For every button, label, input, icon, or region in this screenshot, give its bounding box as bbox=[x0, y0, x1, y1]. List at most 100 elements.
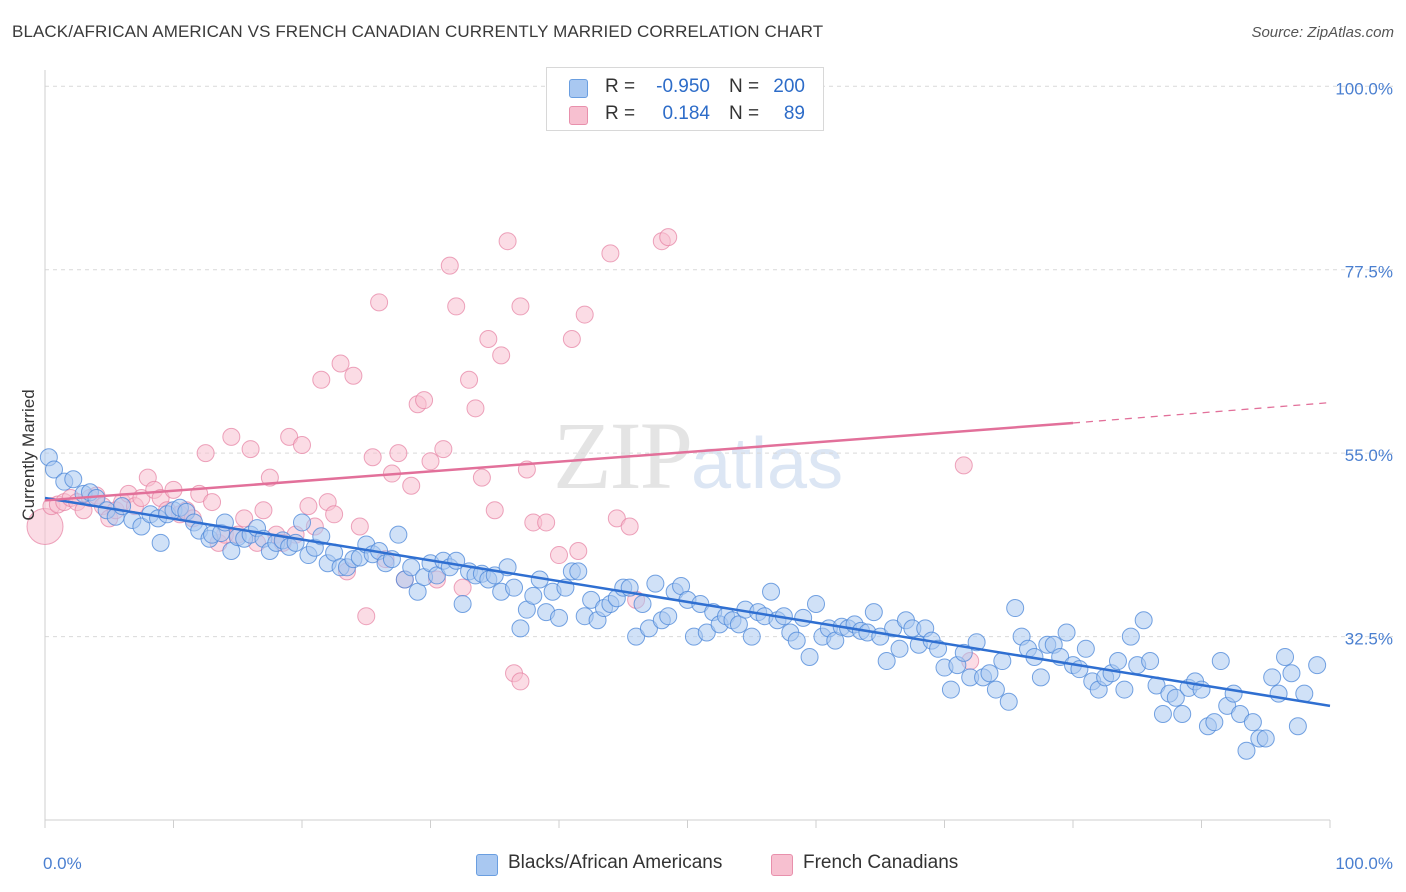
data-point bbox=[562, 330, 581, 349]
data-point bbox=[453, 594, 472, 613]
data-point bbox=[1263, 668, 1282, 687]
data-point bbox=[620, 517, 639, 536]
legend-swatch-pink bbox=[771, 854, 793, 876]
data-point bbox=[421, 452, 440, 471]
data-point bbox=[633, 594, 652, 613]
axis-labels: 32.5% 55.0% 77.5% 100.0% 0.0% 100.0% Currently… bbox=[19, 79, 1393, 873]
trend-lines bbox=[44, 401, 1331, 708]
data-point bbox=[980, 664, 999, 683]
data-point bbox=[1141, 652, 1160, 671]
grid-lines bbox=[45, 85, 1394, 638]
data-point bbox=[1076, 639, 1095, 658]
data-point bbox=[325, 505, 344, 524]
data-point bbox=[440, 256, 459, 275]
data-point bbox=[999, 692, 1018, 711]
data-point bbox=[485, 501, 504, 520]
data-point bbox=[1243, 713, 1262, 732]
data-point bbox=[222, 427, 241, 446]
trend-line-pink-extension bbox=[1072, 401, 1331, 424]
data-point bbox=[864, 603, 883, 622]
trend-line-pink bbox=[44, 421, 1074, 502]
data-point bbox=[196, 444, 215, 463]
data-point bbox=[537, 513, 556, 532]
data-point bbox=[954, 456, 973, 475]
y-tick-label: 32.5% bbox=[1345, 630, 1393, 649]
data-point bbox=[954, 643, 973, 662]
data-point bbox=[787, 631, 806, 650]
correlation-legend: R = -0.950 N = 200 R = 0.184 N = 89 bbox=[546, 67, 824, 131]
trend-line-blue bbox=[44, 496, 1331, 708]
data-point bbox=[344, 366, 363, 385]
data-point bbox=[241, 440, 260, 459]
data-point bbox=[363, 448, 382, 467]
watermark-atlas: atlas bbox=[691, 424, 844, 504]
data-point bbox=[357, 607, 376, 626]
data-point bbox=[639, 619, 658, 638]
data-point bbox=[742, 627, 761, 646]
data-point bbox=[434, 440, 453, 459]
data-point bbox=[601, 244, 620, 263]
data-point bbox=[235, 509, 254, 528]
y-tick-label: 55.0% bbox=[1345, 446, 1393, 465]
data-point bbox=[1282, 664, 1301, 683]
legend-r-label: R = bbox=[605, 76, 636, 97]
data-point bbox=[254, 501, 273, 520]
series-blacks-african-americans bbox=[39, 448, 1327, 760]
data-point bbox=[293, 513, 311, 532]
data-point bbox=[607, 509, 626, 528]
legend-r-value: 0.184 bbox=[662, 103, 710, 124]
data-point bbox=[1115, 680, 1134, 699]
data-point bbox=[331, 354, 350, 373]
data-point bbox=[1205, 713, 1224, 732]
data-point bbox=[1276, 647, 1295, 666]
data-point bbox=[1237, 741, 1256, 760]
data-point bbox=[929, 639, 948, 658]
data-point bbox=[511, 619, 530, 638]
watermark-zip: ZIP bbox=[553, 402, 693, 509]
data-point bbox=[1057, 623, 1076, 642]
data-point bbox=[1288, 717, 1307, 736]
data-point bbox=[941, 680, 960, 699]
legend-n-value: 200 bbox=[773, 76, 805, 97]
data-point bbox=[1166, 688, 1185, 707]
legend-label: Blacks/African Americans bbox=[508, 852, 723, 873]
data-point bbox=[260, 468, 279, 487]
legend-r-value: -0.950 bbox=[656, 76, 710, 97]
data-point bbox=[64, 470, 83, 489]
data-point bbox=[479, 330, 498, 349]
data-point bbox=[1211, 652, 1230, 671]
legend-r-label: R = bbox=[605, 103, 636, 124]
data-point bbox=[659, 228, 678, 247]
data-point bbox=[1308, 656, 1327, 675]
data-point bbox=[312, 527, 331, 546]
data-point bbox=[697, 623, 716, 642]
y-tick-label: 100.0% bbox=[1335, 79, 1393, 98]
data-point bbox=[447, 297, 466, 316]
data-point bbox=[646, 574, 665, 593]
data-point bbox=[312, 370, 331, 389]
data-point bbox=[1173, 705, 1192, 724]
data-point bbox=[659, 607, 678, 626]
data-point bbox=[569, 541, 588, 560]
data-point bbox=[415, 391, 434, 410]
data-point bbox=[505, 578, 524, 597]
data-point bbox=[884, 619, 903, 638]
data-point bbox=[524, 586, 543, 605]
data-point bbox=[1108, 652, 1127, 671]
legend-swatch-blue bbox=[476, 854, 498, 876]
data-point bbox=[293, 436, 311, 454]
data-point bbox=[877, 652, 896, 671]
data-point bbox=[453, 578, 472, 597]
data-point bbox=[762, 582, 781, 601]
data-point bbox=[1031, 668, 1050, 687]
legend-swatch-pink bbox=[569, 106, 588, 125]
data-point bbox=[794, 608, 813, 627]
data-point bbox=[350, 517, 369, 536]
legend-n-label: N = bbox=[729, 103, 760, 124]
data-point bbox=[1153, 705, 1172, 724]
data-point bbox=[466, 399, 485, 418]
data-point bbox=[800, 647, 819, 666]
legend-swatch-blue bbox=[569, 79, 588, 98]
x-tick-label: 0.0% bbox=[43, 854, 82, 873]
data-point bbox=[460, 370, 479, 389]
